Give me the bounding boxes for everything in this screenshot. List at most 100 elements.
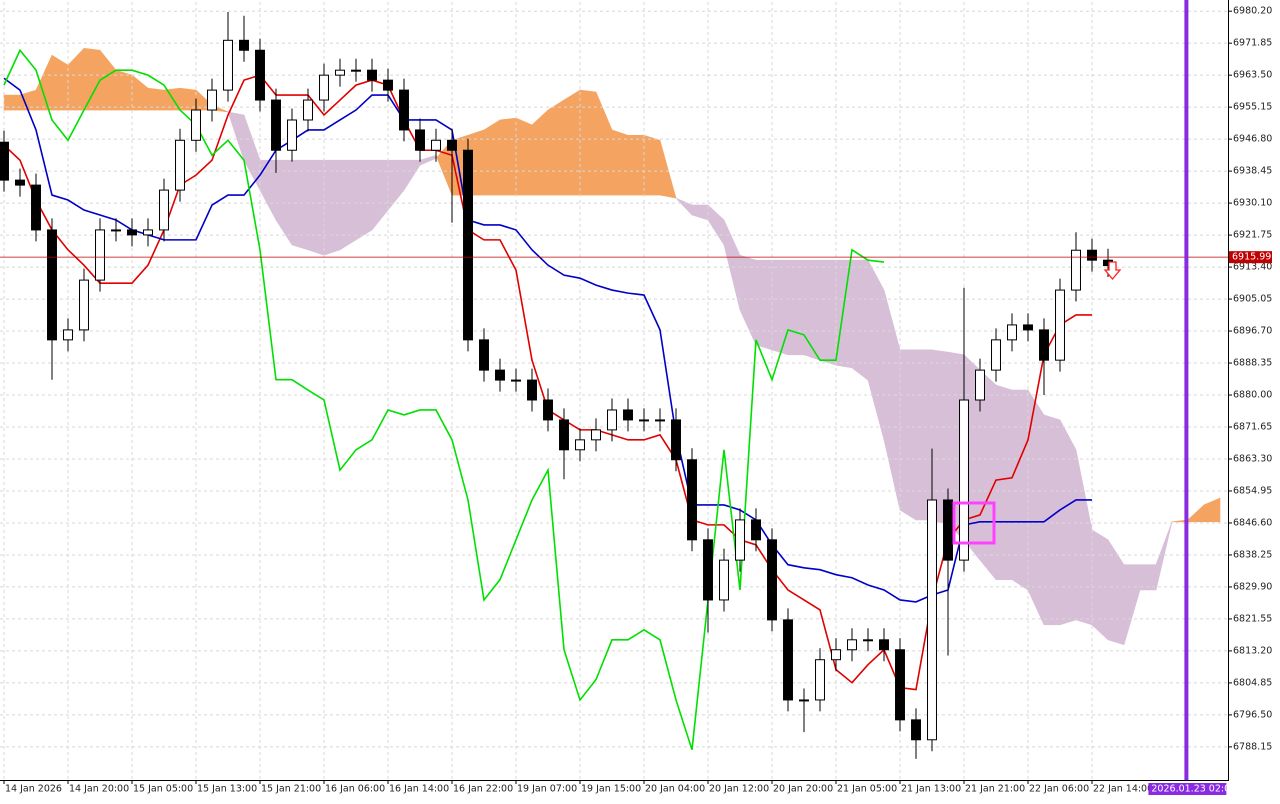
candle-body bbox=[415, 129, 425, 151]
candle-body bbox=[479, 339, 489, 371]
candle-body bbox=[511, 379, 521, 382]
y-tick-label: 6955.15 bbox=[1233, 102, 1272, 113]
cloud-segment bbox=[995, 384, 1013, 580]
x-tick-label: 21 Jan 21:00 bbox=[965, 784, 1025, 795]
candle-body bbox=[223, 39, 233, 91]
x-tick-label: 20 Jan 12:00 bbox=[709, 784, 769, 795]
cloud-segment bbox=[51, 54, 69, 111]
candle-body bbox=[319, 74, 329, 101]
candle-body bbox=[559, 419, 569, 451]
cloud-segment bbox=[1091, 529, 1109, 641]
y-tick-label: 6863.30 bbox=[1233, 453, 1272, 464]
candle-body bbox=[367, 69, 377, 81]
y-tick-label: 6946.80 bbox=[1233, 134, 1272, 145]
current-price-label: 6915.99 bbox=[1232, 252, 1271, 263]
cloud-segment bbox=[659, 140, 677, 199]
candle-body bbox=[575, 439, 585, 451]
candle-body bbox=[895, 649, 905, 721]
cloud-segment bbox=[787, 259, 805, 356]
cloud-segment bbox=[579, 89, 597, 196]
cloud-segment bbox=[771, 259, 789, 356]
candle-body bbox=[335, 69, 345, 76]
cloud-segment bbox=[1059, 419, 1077, 626]
candle-body bbox=[47, 229, 57, 341]
candle-body bbox=[175, 139, 185, 191]
y-tick-label: 6905.05 bbox=[1233, 294, 1272, 305]
candle-body bbox=[591, 429, 601, 441]
indicator-line bbox=[3, 48, 885, 750]
cloud-segment bbox=[1011, 389, 1029, 591]
candle-body bbox=[927, 499, 937, 741]
candle-body bbox=[239, 39, 249, 51]
x-tick-label: 20 Jan 04:00 bbox=[645, 784, 705, 795]
cloud-segment bbox=[531, 109, 549, 196]
candle-body bbox=[143, 229, 153, 236]
cloud-segment bbox=[979, 369, 997, 581]
period-tag bbox=[1148, 783, 1227, 795]
candle-body bbox=[991, 339, 1001, 371]
x-tick-label: 14 Jan 20:00 bbox=[69, 784, 129, 795]
candle-body bbox=[767, 539, 777, 621]
candle-body bbox=[527, 379, 537, 401]
y-tick-label: 6821.55 bbox=[1233, 613, 1272, 624]
y-tick-label: 6838.25 bbox=[1233, 549, 1272, 560]
candle-body bbox=[159, 189, 169, 231]
candle-body bbox=[255, 49, 265, 101]
x-tick-label: 16 Jan 22:00 bbox=[453, 784, 513, 795]
candle-body bbox=[15, 179, 25, 186]
y-tick-label: 6829.90 bbox=[1233, 581, 1272, 592]
cloud-segment bbox=[83, 48, 101, 111]
cloud-segment bbox=[1139, 564, 1157, 591]
cloud-segment bbox=[355, 159, 373, 241]
candle-body bbox=[1039, 329, 1049, 361]
cloud-segment bbox=[307, 159, 325, 256]
y-tick-label: 6980.20 bbox=[1233, 6, 1272, 17]
y-tick-label: 6963.50 bbox=[1233, 70, 1272, 81]
candle-body bbox=[735, 519, 745, 561]
candle-body bbox=[975, 369, 985, 401]
cloud-segment bbox=[611, 129, 629, 196]
cloud-segment bbox=[803, 259, 821, 361]
candle-body bbox=[847, 639, 857, 651]
candle-body bbox=[623, 409, 633, 421]
candle-body bbox=[383, 79, 393, 91]
y-tick-label: 6921.75 bbox=[1233, 230, 1272, 241]
current-price-tag bbox=[1229, 251, 1272, 264]
candle-body bbox=[287, 119, 297, 151]
cloud-segment bbox=[547, 99, 565, 196]
x-tick-label: 21 Jan 05:00 bbox=[837, 784, 897, 795]
y-tick-label: 6813.20 bbox=[1233, 645, 1272, 656]
candle-body bbox=[655, 419, 665, 422]
cloud-segment bbox=[323, 159, 341, 256]
y-tick-label: 6788.15 bbox=[1233, 741, 1272, 752]
x-tick-label: 22 Jan 14:00 bbox=[1093, 784, 1153, 795]
candle-body bbox=[127, 229, 137, 236]
candle-body bbox=[303, 99, 313, 121]
y-tick-label: 6971.85 bbox=[1233, 38, 1272, 49]
candle-body bbox=[543, 399, 553, 421]
cloud-segment bbox=[339, 159, 357, 251]
x-tick-label: 20 Jan 20:00 bbox=[773, 784, 833, 795]
y-tick-label: 6888.35 bbox=[1233, 358, 1272, 369]
cloud-segment bbox=[755, 259, 773, 351]
cloud-segment bbox=[899, 349, 917, 521]
candle-body bbox=[271, 99, 281, 151]
y-tick-label: 6871.65 bbox=[1233, 422, 1272, 433]
y-tick-label: 6880.00 bbox=[1233, 390, 1272, 401]
candle-body bbox=[751, 519, 761, 541]
candle-body bbox=[687, 459, 697, 541]
x-tick-label: 16 Jan 06:00 bbox=[325, 784, 385, 795]
cloud-segment bbox=[515, 117, 533, 196]
candle-body bbox=[0, 141, 9, 181]
highlight-box bbox=[952, 501, 996, 545]
candle-body bbox=[207, 89, 217, 111]
candle-body bbox=[911, 719, 921, 741]
candle-body bbox=[31, 184, 41, 231]
y-tick-label: 6896.70 bbox=[1233, 326, 1272, 337]
cloud-segment bbox=[499, 117, 517, 196]
x-tick-label: 15 Jan 05:00 bbox=[133, 784, 193, 795]
y-tick-label: 6854.95 bbox=[1233, 485, 1272, 496]
cloud-segment bbox=[115, 69, 133, 111]
